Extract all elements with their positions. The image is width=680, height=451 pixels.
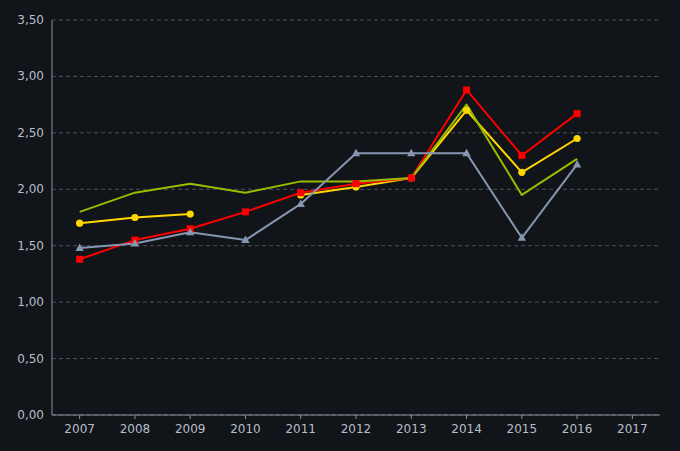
x-tick bbox=[245, 415, 246, 419]
background bbox=[0, 0, 680, 451]
point-marker bbox=[463, 107, 470, 114]
point-marker bbox=[187, 211, 194, 218]
point-marker bbox=[241, 236, 249, 244]
x-tick-label: 2013 bbox=[396, 422, 427, 436]
point-marker bbox=[131, 214, 138, 221]
point-marker bbox=[407, 149, 415, 157]
point-marker bbox=[408, 175, 415, 182]
y-tick-label: 2,50 bbox=[17, 126, 44, 140]
point-marker bbox=[131, 239, 139, 247]
x-tick bbox=[356, 415, 357, 419]
grid-line bbox=[52, 415, 660, 416]
grid-line bbox=[52, 302, 660, 303]
x-tick-label: 2014 bbox=[451, 422, 482, 436]
point-marker bbox=[573, 135, 580, 142]
series-line bbox=[80, 110, 577, 223]
point-marker bbox=[186, 228, 194, 236]
x-tick-label: 2007 bbox=[64, 422, 95, 436]
point-marker bbox=[352, 149, 360, 157]
y-tick-label: 1,00 bbox=[17, 295, 44, 309]
x-tick-label: 2008 bbox=[120, 422, 151, 436]
y-axis: 0,00 0,50 1,00 1,50 2,00 2,50 3,00 3,50 bbox=[17, 13, 660, 422]
point-marker bbox=[75, 243, 83, 251]
y-tick-label: 0,00 bbox=[17, 408, 44, 422]
x-tick-label: 2012 bbox=[341, 422, 372, 436]
x-tick bbox=[300, 415, 301, 419]
x-tick bbox=[577, 415, 578, 419]
x-tick bbox=[411, 415, 412, 419]
point-marker bbox=[408, 174, 415, 181]
point-marker bbox=[353, 180, 360, 187]
y-axis-line bbox=[52, 20, 53, 415]
x-tick bbox=[134, 415, 135, 419]
grid-line bbox=[52, 20, 660, 21]
x-axis-line bbox=[52, 415, 660, 416]
x-tick-label: 2010 bbox=[230, 422, 261, 436]
x-tick bbox=[466, 415, 467, 419]
point-marker bbox=[574, 110, 581, 117]
point-marker bbox=[463, 86, 470, 93]
grid-line bbox=[52, 245, 660, 246]
series-line bbox=[80, 105, 577, 212]
x-tick-label: 2009 bbox=[175, 422, 206, 436]
y-tick-label: 1,50 bbox=[17, 239, 44, 253]
series-line bbox=[80, 153, 577, 248]
x-tick bbox=[79, 415, 80, 419]
point-marker bbox=[76, 256, 83, 263]
grid-line bbox=[52, 358, 660, 359]
point-marker bbox=[76, 220, 83, 227]
point-marker bbox=[297, 189, 304, 196]
x-tick-label: 2011 bbox=[285, 422, 316, 436]
chart-svg: 0,00 0,50 1,00 1,50 2,00 2,50 3,00 3,50 2007 2008… bbox=[0, 0, 680, 451]
x-axis: 2007 2008 2009 2010 2011 2012 2013 2014 2015 2016… bbox=[64, 415, 647, 436]
point-marker bbox=[462, 149, 470, 157]
data-area bbox=[75, 86, 581, 262]
grid-line bbox=[52, 132, 660, 133]
point-marker bbox=[242, 208, 249, 215]
point-marker bbox=[518, 169, 525, 176]
y-tick-label: 0,50 bbox=[17, 352, 44, 366]
series-line bbox=[80, 90, 577, 259]
y-tick-label: 3,50 bbox=[17, 13, 44, 27]
grid-line bbox=[52, 76, 660, 77]
chart-container: 0,00 0,50 1,00 1,50 2,00 2,50 3,00 3,50 2007 2008… bbox=[0, 0, 680, 451]
y-tick-label: 3,00 bbox=[17, 69, 44, 83]
point-marker bbox=[518, 152, 525, 159]
x-tick-label: 2015 bbox=[507, 422, 538, 436]
x-tick bbox=[521, 415, 522, 419]
x-tick bbox=[190, 415, 191, 419]
point-marker bbox=[573, 160, 581, 168]
y-tick-label: 2,00 bbox=[17, 182, 44, 196]
x-tick-label: 2017 bbox=[617, 422, 648, 436]
x-tick-label: 2016 bbox=[562, 422, 593, 436]
point-marker bbox=[297, 199, 305, 207]
point-marker bbox=[518, 233, 526, 241]
x-tick bbox=[632, 415, 633, 419]
